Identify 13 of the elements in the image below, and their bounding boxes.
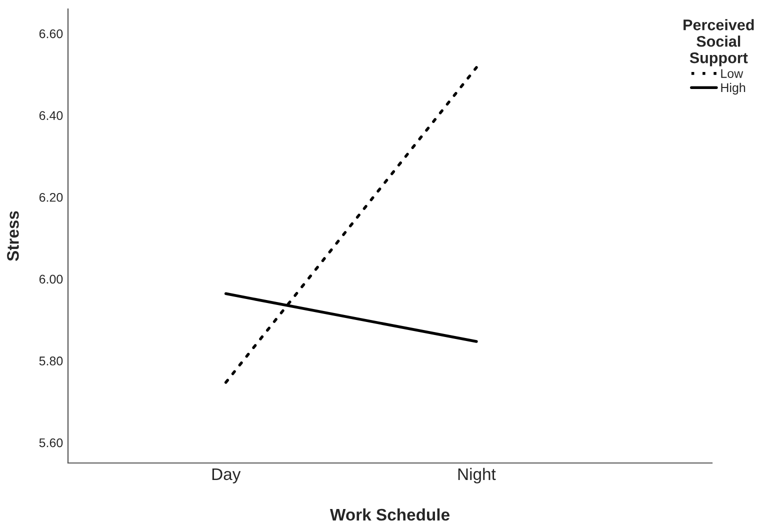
legend-title: Perceived Social Support: [684, 19, 754, 66]
legend-label: High: [721, 82, 746, 95]
legend-label: Low: [721, 69, 744, 78]
y-tick-label: 6.00: [39, 274, 63, 284]
y-tick-label: 5.80: [39, 356, 63, 366]
y-tick-label: 6.60: [39, 29, 63, 38]
y-tick-label: 5.60: [39, 438, 63, 448]
x-axis-title: Work Schedule: [330, 508, 450, 521]
y-tick-label: 6.40: [39, 111, 63, 120]
y-axis-title: Stress: [7, 211, 19, 261]
x-tick-label: Day: [212, 468, 241, 484]
x-tick-label: Night: [458, 468, 496, 484]
y-tick-label: 6.20: [39, 192, 63, 202]
